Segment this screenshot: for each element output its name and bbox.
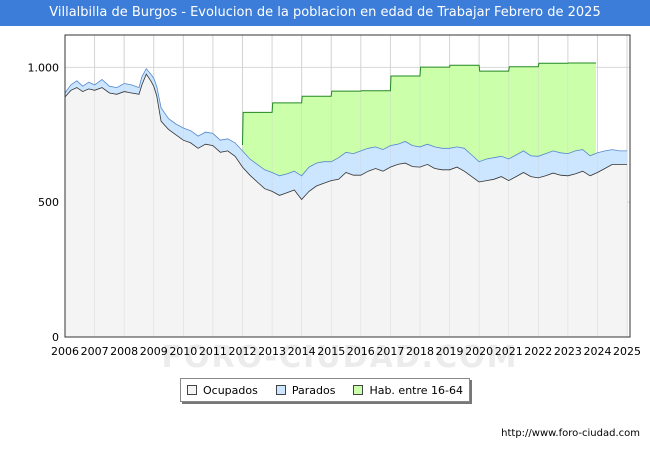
y-tick-label-500: 500: [38, 196, 59, 209]
legend: Ocupados Parados Hab. entre 16-64: [180, 378, 470, 402]
x-tick-label-2021: 2021: [495, 345, 523, 358]
x-tick-label-2025: 2025: [613, 345, 641, 358]
chart-title: Villalbilla de Burgos - Evolucion de la …: [0, 0, 650, 26]
legend-swatch-ocupados: [186, 385, 197, 395]
x-tick-label-2013: 2013: [258, 345, 286, 358]
legend-item-parados: Parados: [275, 383, 336, 397]
y-tick-label-0: 0: [52, 331, 59, 344]
x-tick-label-2017: 2017: [376, 345, 404, 358]
legend-label-ocupados: Ocupados: [202, 383, 258, 397]
x-tick-label-2023: 2023: [554, 345, 582, 358]
x-tick-label-2009: 2009: [140, 345, 168, 358]
line-parados: [64, 67, 627, 177]
x-tick-label-2014: 2014: [288, 345, 316, 358]
plot-border: [64, 34, 631, 338]
x-tick-label-2022: 2022: [524, 345, 552, 358]
line-hab-16-64: [242, 62, 596, 146]
y-tick-label-1000: 1.000: [28, 61, 60, 74]
legend-swatch-hab: [353, 385, 364, 395]
line-ocupados: [64, 73, 627, 201]
x-tick-label-2012: 2012: [228, 345, 256, 358]
x-tick-label-2024: 2024: [583, 345, 611, 358]
x-tick-label-2011: 2011: [199, 345, 227, 358]
x-tick-label-2018: 2018: [406, 345, 434, 358]
legend-swatch-parados: [275, 385, 286, 395]
x-tick-label-2015: 2015: [317, 345, 345, 358]
legend-label-hab: Hab. entre 16-64: [369, 383, 463, 397]
legend-item-ocupados: Ocupados: [186, 383, 258, 397]
x-tick-label-2008: 2008: [110, 345, 138, 358]
area-ocupados: [65, 74, 627, 337]
legend-item-hab: Hab. entre 16-64: [353, 384, 463, 397]
legend-label-parados: Parados: [291, 383, 336, 397]
x-tick-label-2007: 2007: [81, 345, 109, 358]
x-tick-label-2020: 2020: [465, 345, 493, 358]
x-tick-label-2016: 2016: [347, 345, 375, 358]
x-tick-label-2019: 2019: [436, 345, 464, 358]
x-tick-label-2006: 2006: [51, 345, 79, 358]
source-credit: http://www.foro-ciudad.com: [501, 428, 640, 439]
watermark-text: FORO-CIUDAD.COM: [161, 340, 519, 375]
x-tick-label-2010: 2010: [169, 345, 197, 358]
